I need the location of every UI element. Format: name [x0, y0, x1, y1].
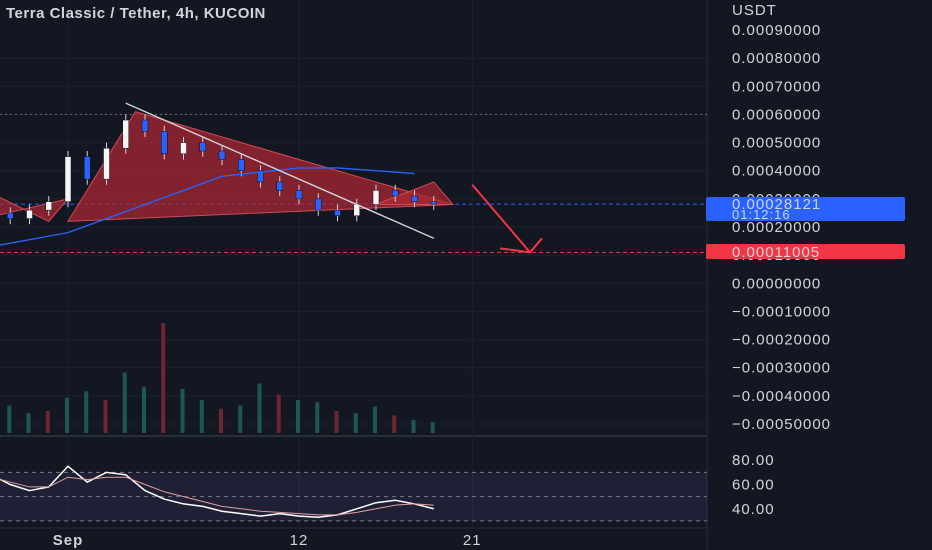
- candle-body: [276, 181, 283, 191]
- volume-bar: [373, 406, 377, 433]
- moving-average-line: [0, 167, 415, 246]
- candle-body: [45, 201, 52, 211]
- candle-body: [64, 156, 72, 202]
- support-price-tag: 0.00011005: [706, 244, 905, 261]
- candle-body: [334, 209, 341, 216]
- candle-body: [392, 190, 399, 197]
- grid: [0, 0, 708, 550]
- forecast-arrow-shaft: [471, 184, 531, 253]
- overlay-lines: [0, 102, 543, 254]
- volume-bar: [411, 419, 416, 433]
- candle-body: [353, 204, 360, 216]
- rsi-pane: [0, 465, 707, 522]
- candle-body: [238, 159, 245, 171]
- price-tick-label: 0.00050000: [732, 135, 821, 152]
- price-unit-label: USDT: [732, 2, 777, 19]
- price-tick-label: 0.00070000: [732, 78, 821, 95]
- volume-bar: [353, 413, 358, 433]
- price-tick-label: −0.00010000: [732, 303, 831, 320]
- price-tick-label: 0.00080000: [732, 50, 821, 67]
- volume-bar: [257, 383, 262, 433]
- volume-bar: [180, 389, 185, 433]
- volume-bar: [430, 422, 435, 433]
- candle-body: [122, 119, 129, 149]
- rsi-tick-label: 40.00: [732, 501, 775, 518]
- volume-bar: [103, 400, 108, 433]
- candle-body: [199, 142, 206, 152]
- candle-body: [372, 190, 380, 205]
- candle-body: [26, 209, 33, 219]
- price-tick-label: 0.00040000: [732, 163, 821, 180]
- bar-countdown-label: 01:12:16: [732, 207, 791, 222]
- descending-trendline: [125, 102, 435, 239]
- price-tick-label: −0.00040000: [732, 388, 831, 405]
- candle-body: [103, 147, 110, 180]
- price-tick-label: −0.00050000: [732, 416, 831, 433]
- candle-body: [161, 131, 168, 155]
- volume-bar: [7, 405, 12, 433]
- forecast-arrow-head: [499, 237, 543, 254]
- volume-bar: [26, 413, 31, 433]
- price-tick-label: −0.00030000: [732, 360, 831, 377]
- candle-body: [295, 190, 303, 200]
- volume-bar: [296, 400, 300, 433]
- price-tick-label: 0.00020000: [732, 219, 821, 236]
- current-price-tag: 0.00028121 01:12:16: [706, 196, 905, 222]
- volume-bar: [199, 400, 204, 433]
- current-price-label: 0.00028121: [732, 196, 821, 213]
- candle-body: [84, 156, 91, 180]
- volume-pane: [7, 323, 435, 433]
- support-price-label: 0.00011005: [732, 244, 820, 261]
- time-tick-label: Sep: [53, 532, 84, 549]
- volume-bar: [65, 397, 69, 433]
- volume-bar: [334, 411, 339, 433]
- candle-body: [411, 195, 418, 202]
- time-tick-label: 21: [463, 532, 482, 549]
- time-tick-label: 12: [290, 532, 309, 549]
- time-axis[interactable]: Sep 12 21: [53, 532, 482, 549]
- rsi-signal-line: [0, 476, 434, 516]
- candles: [7, 114, 437, 225]
- volume-bar: [84, 391, 89, 433]
- price-tick-label: 0.00000000: [732, 275, 821, 292]
- price-tick-label: 0.00090000: [732, 22, 821, 39]
- volume-bar: [161, 323, 166, 433]
- volume-bar: [45, 411, 50, 433]
- rsi-tick-label: 60.00: [732, 477, 775, 494]
- chart-title: Terra Classic / Tether, 4h, KUCOIN: [6, 5, 266, 22]
- rsi-tick-label: 80.00: [732, 452, 775, 469]
- candle-body: [180, 142, 187, 155]
- price-tick-label: −0.00020000: [732, 332, 831, 349]
- candle-body: [257, 170, 264, 183]
- candle-body: [218, 150, 226, 160]
- candle-body: [315, 198, 322, 211]
- volume-bar: [392, 415, 397, 433]
- volume-bar: [315, 402, 320, 433]
- price-tick-label: 0.00060000: [732, 106, 821, 123]
- volume-bar: [142, 386, 146, 433]
- price-axis[interactable]: 0.00090000 0.00080000 0.00070000 0.00060000…: [732, 22, 831, 518]
- volume-bar: [238, 405, 243, 433]
- candle-body: [141, 119, 149, 132]
- candle-body: [7, 212, 14, 219]
- volume-bar: [219, 408, 223, 433]
- volume-bar: [122, 372, 127, 433]
- candle-body: [430, 201, 437, 205]
- volume-bar: [276, 394, 281, 433]
